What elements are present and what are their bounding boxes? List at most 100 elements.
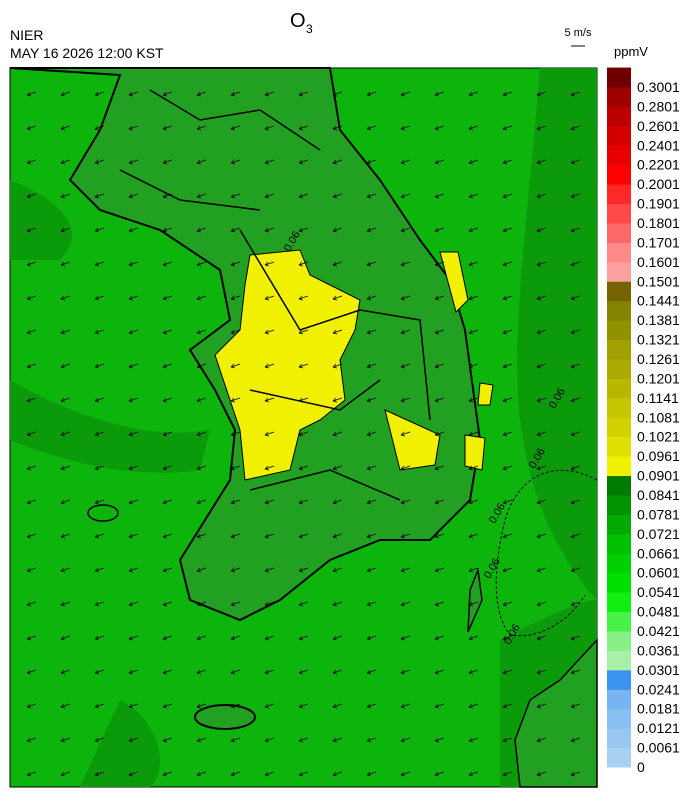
wind-arrow [196,703,207,709]
wind-arrow [26,125,37,131]
wind-arrow [366,669,377,675]
wind-arrow [162,601,173,607]
wind-arrow [162,703,173,709]
wind-arrow [60,533,71,539]
wind-arrow [366,227,377,233]
wind-arrow [128,465,139,471]
kyushu [514,638,598,788]
wind-arrow [468,567,479,573]
wind-arrow [366,159,377,165]
wind-arrow [60,295,71,301]
wind-arrow [434,295,445,301]
wind-arrow [502,669,513,675]
wind-arrow [230,159,241,165]
wind-arrow [468,329,479,335]
wind-arrow [298,91,309,97]
wind-arrow [570,703,581,709]
wind-arrow [128,737,139,743]
wind-arrow [502,499,513,505]
wind-arrow [230,703,241,709]
colorbar: 0 0.0061 0.0121 0.0181 0.0241 0.0301 0.0361 0.0… [607,67,680,775]
wind-arrow [332,159,343,165]
colorbar-swatch [607,689,631,710]
wind-arrow [570,771,581,777]
wind-arrow [332,397,343,403]
colorbar-label: 0.3001 [637,79,680,95]
colorbar-swatch [607,456,631,477]
wind-arrow [94,567,105,573]
wind-arrow [332,499,343,505]
wind-arrow [468,193,479,199]
wind-arrow [332,669,343,675]
wind-arrow [230,125,241,131]
wind-arrow [570,91,581,97]
wind-arrow [366,703,377,709]
wind-arrow [94,91,105,97]
wind-arrow [332,635,343,641]
wind-arrow [502,533,513,539]
colorbar-label: 0 [637,759,645,775]
wind-arrow [230,295,241,301]
wind-arrow [434,193,445,199]
colorbar-label: 0.0061 [637,740,680,756]
wind-arrow [536,601,547,607]
wind-arrow [60,261,71,267]
wind-arrow [570,635,581,641]
wind-arrow [468,261,479,267]
wind-arrow [298,771,309,777]
wind-arrow [536,567,547,573]
colorbar-swatch [607,553,631,574]
wind-arrow [434,465,445,471]
wind-arrow [230,363,241,369]
wind-arrow [502,635,513,641]
wind-arrow [366,329,377,335]
wind-arrow [26,737,37,743]
colorbar-label: 0.0301 [637,662,680,678]
wind-arrow [400,601,411,607]
wind-arrow [502,601,513,607]
wind-arrow [400,193,411,199]
wind-arrow [298,363,309,369]
wind-arrow [264,737,275,743]
title-subscript: 3 [306,22,313,36]
wind-arrow [230,601,241,607]
wind-arrow [570,261,581,267]
wind-arrow [94,737,105,743]
wind-arrow [434,261,445,267]
colorbar-swatch [607,87,631,107]
wind-arrow [196,363,207,369]
wind-arrow [502,91,513,97]
wind-arrow [536,329,547,335]
wind-arrow [230,567,241,573]
wind-arrow [196,465,207,471]
wind-arrow [434,397,445,403]
jeju-island [194,704,256,730]
colorbar-swatch [607,417,631,438]
wind-arrow [366,771,377,777]
wind-arrow [264,363,275,369]
wind-arrow [468,431,479,437]
wind-arrow [434,771,445,777]
wind-arrow [468,397,479,403]
colorbar-swatch [607,475,631,496]
title: O [290,10,306,32]
wind-arrow [502,465,513,471]
wind-arrow [196,635,207,641]
wind-arrow [196,601,207,607]
colorbar-label: 0.1021 [637,429,680,445]
wind-arrow [60,567,71,573]
wind-arrow [434,159,445,165]
colorbar-swatch [607,572,631,593]
colorbar-swatch [607,397,631,418]
wind-arrow [468,91,479,97]
colorbar-swatch [607,106,631,127]
wind-arrow [26,159,37,165]
wind-arrow [196,737,207,743]
wind-arrow [264,669,275,675]
colorbar-label: 0.0121 [637,720,680,736]
wind-arrow [468,669,479,675]
wind-arrow [196,669,207,675]
wind-arrow [502,329,513,335]
wind-arrow [298,159,309,165]
